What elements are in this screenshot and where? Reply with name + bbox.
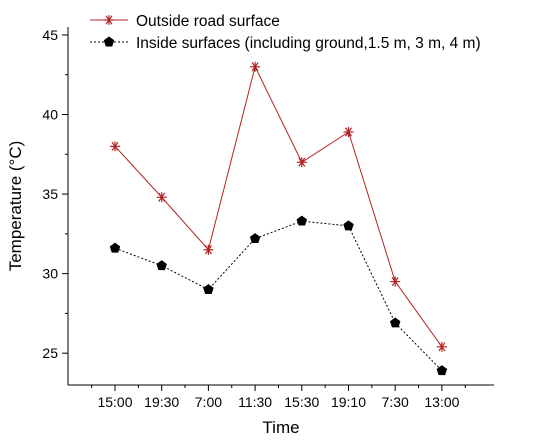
series-1-point	[203, 244, 214, 255]
y-tick-label: 30	[42, 266, 58, 282]
series-1-point	[110, 141, 120, 152]
series-1-point	[436, 341, 447, 352]
y-ticks: 25 30 35 40 45	[42, 27, 68, 361]
x-tick-label: 11:30	[238, 394, 272, 410]
series-2-line	[114, 220, 443, 372]
series-1-point	[156, 192, 167, 203]
series-2-point	[436, 365, 448, 376]
series-1-point	[296, 157, 307, 168]
legend-marker-1	[104, 15, 114, 25]
y-tick-label: 40	[42, 107, 58, 123]
series-layer	[109, 61, 448, 376]
y-tick-label: 35	[42, 186, 58, 202]
series-2-point	[156, 260, 167, 271]
legend-label-1: Outside road surface	[136, 13, 280, 30]
series-1	[110, 61, 447, 352]
y-tick-label: 25	[42, 345, 58, 361]
series-1-point	[390, 276, 401, 287]
series-2-point	[109, 242, 121, 253]
legend-label-2: Inside surfaces (including ground,1.5 m,…	[136, 35, 481, 52]
series-2-point	[249, 233, 261, 244]
series-2-point	[203, 284, 214, 294]
series-1-point	[343, 127, 354, 138]
x-tick-label: 7:00	[195, 394, 222, 410]
x-tick-label: 15:00	[97, 394, 132, 410]
x-tick-label: 7:30	[382, 394, 409, 410]
series-2-point	[296, 215, 308, 226]
y-axis-label: Temperature (°C)	[6, 141, 25, 272]
plot-frame	[67, 27, 494, 386]
x-tick-label: 15:30	[284, 394, 319, 410]
legend-marker-2	[103, 36, 115, 47]
y-tick-label: 45	[42, 27, 58, 43]
series-2-point	[343, 220, 354, 231]
series-2-point	[389, 317, 401, 328]
series-1-point	[250, 61, 261, 72]
x-tick-label: 13:00	[424, 394, 459, 410]
x-tick-label: 19:30	[144, 394, 179, 410]
x-ticks: 15:00 19:30 7:00 11:30 15:30 19:10 7:30 13:00	[91, 385, 466, 410]
series-2	[109, 215, 448, 376]
series-1-line	[114, 65, 443, 348]
legend: Outside road surface Inside surfaces (inc…	[90, 13, 481, 52]
x-tick-label: 19:10	[331, 394, 366, 410]
x-axis-label: Time	[262, 418, 299, 437]
